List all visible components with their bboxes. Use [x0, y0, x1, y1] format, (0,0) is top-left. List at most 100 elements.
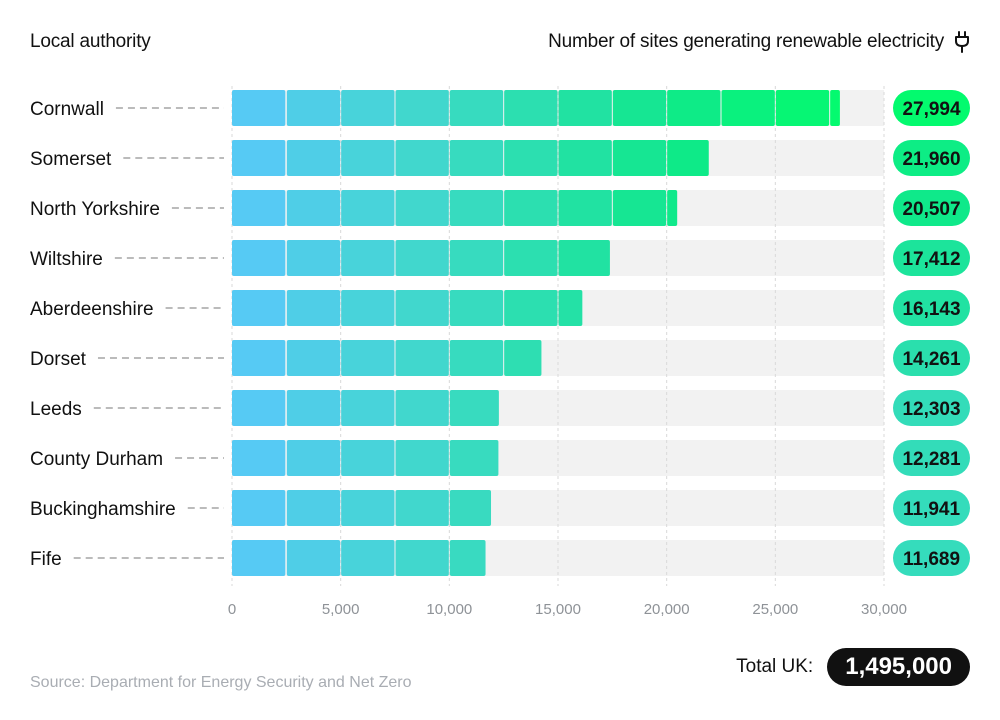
- category-label: Somerset: [30, 149, 112, 170]
- bar-segment: [395, 190, 449, 226]
- bar-segment: [504, 90, 558, 126]
- bar-segment: [449, 290, 504, 326]
- bar-segment: [286, 90, 341, 126]
- value-pill: [893, 390, 970, 426]
- value-pill: [893, 290, 970, 326]
- bar-segment: [395, 440, 449, 476]
- bar-segment: [286, 140, 341, 176]
- category-label: Dorset: [30, 349, 87, 370]
- value-label: 17,412: [902, 249, 960, 270]
- value-label: 12,281: [902, 449, 961, 470]
- value-label: 11,689: [903, 549, 960, 570]
- bar-segment: [341, 290, 395, 326]
- chart-title: Number of sites generating renewable ele…: [548, 31, 944, 52]
- x-tick-label: 15,000: [535, 601, 581, 618]
- bar-segment: [286, 340, 341, 376]
- bar-segment: [286, 390, 341, 426]
- value-label: 16,143: [902, 299, 960, 320]
- category-label: Aberdeenshire: [30, 299, 154, 320]
- value-label: 27,994: [902, 99, 961, 120]
- bar-segment: [286, 190, 341, 226]
- bar-segment: [286, 540, 341, 576]
- category-label: North Yorkshire: [30, 199, 160, 220]
- x-tick-label: 25,000: [752, 601, 798, 618]
- bar-segment: [341, 240, 395, 276]
- chart-title-group: Number of sites generating renewable ele…: [548, 31, 970, 53]
- category-label: Fife: [30, 549, 62, 570]
- bar-segment: [449, 140, 504, 176]
- bar-segment: [341, 340, 395, 376]
- bar-segment: [395, 540, 449, 576]
- bar-segment: [558, 290, 583, 326]
- total-label: Total UK:: [736, 656, 814, 677]
- category-label: Cornwall: [30, 99, 104, 120]
- x-tick-label: 10,000: [426, 601, 472, 618]
- bar-segment: [395, 90, 449, 126]
- bar-segment: [395, 340, 449, 376]
- bar-segment: [504, 240, 558, 276]
- bar-track: [232, 540, 884, 576]
- bar-segment: [449, 240, 504, 276]
- bar-segment: [449, 190, 504, 226]
- bar-segment: [558, 90, 612, 126]
- bar-track: [232, 90, 884, 126]
- total-value-pill: 1,495,000: [827, 648, 970, 686]
- y-axis-title: Local authority: [30, 31, 151, 52]
- bar-segment: [504, 190, 558, 226]
- value-pill: [893, 440, 970, 476]
- bar-segment: [341, 440, 395, 476]
- bar-segment: [341, 190, 395, 226]
- bar-segment: [395, 290, 449, 326]
- value-pill: [893, 140, 970, 176]
- bar-segment: [504, 140, 558, 176]
- bar-segment: [612, 90, 667, 126]
- bar-segment: [558, 190, 612, 226]
- bar-segment: [449, 340, 504, 376]
- bar-segment: [232, 190, 286, 226]
- bar-segment: [449, 440, 499, 476]
- value-label: 11,941: [903, 499, 960, 520]
- total-uk: Total UK: 1,495,000: [736, 648, 970, 686]
- bar-segment: [667, 140, 709, 176]
- bar-segment: [775, 90, 830, 126]
- bar-segment: [449, 540, 486, 576]
- bar-segment: [232, 340, 286, 376]
- bar-segment: [612, 190, 667, 226]
- bar-segment: [395, 240, 449, 276]
- bar-segment: [232, 490, 286, 526]
- x-tick-label: 30,000: [861, 601, 907, 618]
- bar-segment: [232, 290, 286, 326]
- bar-segment: [232, 140, 286, 176]
- bar-segment: [449, 490, 492, 526]
- bar-segment: [667, 90, 721, 126]
- value-label: 14,261: [902, 349, 961, 370]
- bar-segment: [341, 390, 395, 426]
- bar-segment: [286, 490, 341, 526]
- bar-segment: [395, 490, 449, 526]
- bar-track: [232, 390, 884, 426]
- bar-segment: [232, 90, 286, 126]
- value-pill: [893, 540, 970, 576]
- value-label: 20,507: [902, 199, 960, 220]
- category-label: Leeds: [30, 399, 82, 420]
- bar-segment: [558, 240, 610, 276]
- source-note: Source: Department for Energy Security a…: [30, 674, 412, 691]
- bar-segment: [395, 390, 449, 426]
- bar-segment: [232, 240, 286, 276]
- bar-segment: [721, 90, 775, 126]
- bar-segment: [612, 140, 667, 176]
- x-tick-label: 5,000: [322, 601, 360, 618]
- value-label: 21,960: [902, 149, 960, 170]
- bar-segment: [449, 90, 504, 126]
- x-tick-label: 20,000: [644, 601, 690, 618]
- bar-segment: [830, 90, 840, 126]
- value-pill: [893, 190, 970, 226]
- value-pill: [893, 90, 970, 126]
- bar-segment: [232, 540, 286, 576]
- bar-segment: [232, 440, 286, 476]
- bar-segment: [449, 390, 499, 426]
- bar-segment: [286, 440, 341, 476]
- category-label: County Durham: [30, 449, 163, 470]
